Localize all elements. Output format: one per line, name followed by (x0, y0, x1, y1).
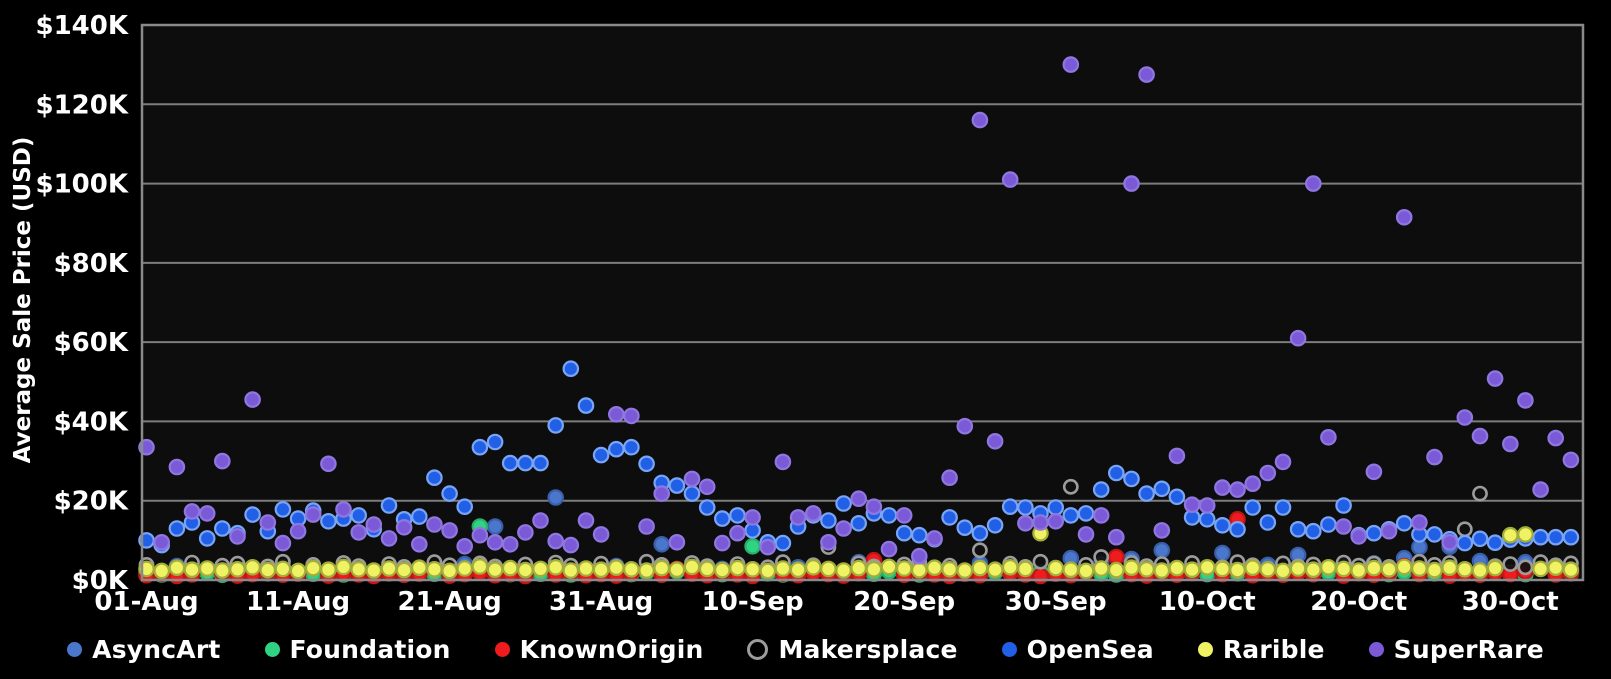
legend-dot-opensea (1001, 641, 1017, 657)
x-tick-label: 20-Oct (1310, 587, 1407, 617)
y-tick-label: $60K (54, 328, 129, 358)
legend-label: KnownOrigin (519, 634, 704, 664)
y-axis-title: Average Sale Price (USD) (10, 137, 36, 464)
series-rarible-points (138, 524, 1580, 580)
legend-dot-rarible (1197, 641, 1213, 657)
legend-label: Foundation (289, 634, 451, 664)
legend-label: Makersplace (778, 634, 958, 664)
x-tick-label: 20-Sep (853, 587, 955, 617)
x-tick-label: 10-Sep (702, 587, 804, 617)
plot-area (142, 25, 1583, 580)
plot-border (140, 23, 1585, 582)
legend-dot-superrare (1368, 641, 1384, 657)
legend-dot-makersplace (747, 638, 769, 660)
legend-item-opensea[interactable]: OpenSea (1001, 634, 1154, 664)
legend-dot-knownorigin (494, 641, 510, 657)
legend-item-asyncart[interactable]: AsyncArt (67, 635, 220, 664)
y-tick-label: $20K (54, 487, 129, 517)
legend-item-foundation[interactable]: Foundation (264, 634, 451, 664)
legend-dot-asyncart (67, 641, 83, 657)
legend-item-superrare[interactable]: SuperRare (1368, 634, 1544, 664)
legend-item-makersplace[interactable]: Makersplace (747, 635, 957, 664)
legend-label: Rarible (1222, 634, 1325, 664)
y-tick-label: $0K (72, 566, 129, 596)
y-tick-label: $140K (35, 11, 128, 41)
legend-label: SuperRare (1393, 634, 1544, 664)
y-tick-label: $40K (54, 407, 129, 437)
data-points (138, 56, 1580, 585)
legend-label: OpenSea (1026, 634, 1154, 664)
chart-legend: AsyncArt Foundation KnownOrigin Makersplace… (0, 627, 1611, 671)
legend-item-rarible[interactable]: Rarible (1197, 634, 1325, 664)
x-tick-label: 01-Aug (94, 587, 198, 617)
x-tick-label: 30-Oct (1462, 587, 1559, 617)
legend-item-knownorigin[interactable]: KnownOrigin (494, 634, 704, 664)
x-tick-label: 30-Sep (1005, 587, 1107, 617)
legend-label: AsyncArt (92, 634, 221, 664)
legend-dot-foundation (264, 641, 280, 657)
series-superrare-points (138, 56, 1580, 565)
y-tick-label: $100K (35, 170, 128, 200)
x-tick-label: 10-Oct (1159, 587, 1256, 617)
x-tick-label: 31-Aug (549, 587, 653, 617)
y-tick-label: $80K (54, 249, 129, 279)
y-tick-label: $120K (35, 90, 128, 120)
axes: $0K $20K $40K $60K $80K $100K $120K $140K 01-Aug… (35, 11, 1585, 617)
x-tick-label: 11-Aug (246, 587, 350, 617)
series-opensea-points (138, 360, 1580, 554)
x-tick-label: 21-Aug (397, 587, 501, 617)
